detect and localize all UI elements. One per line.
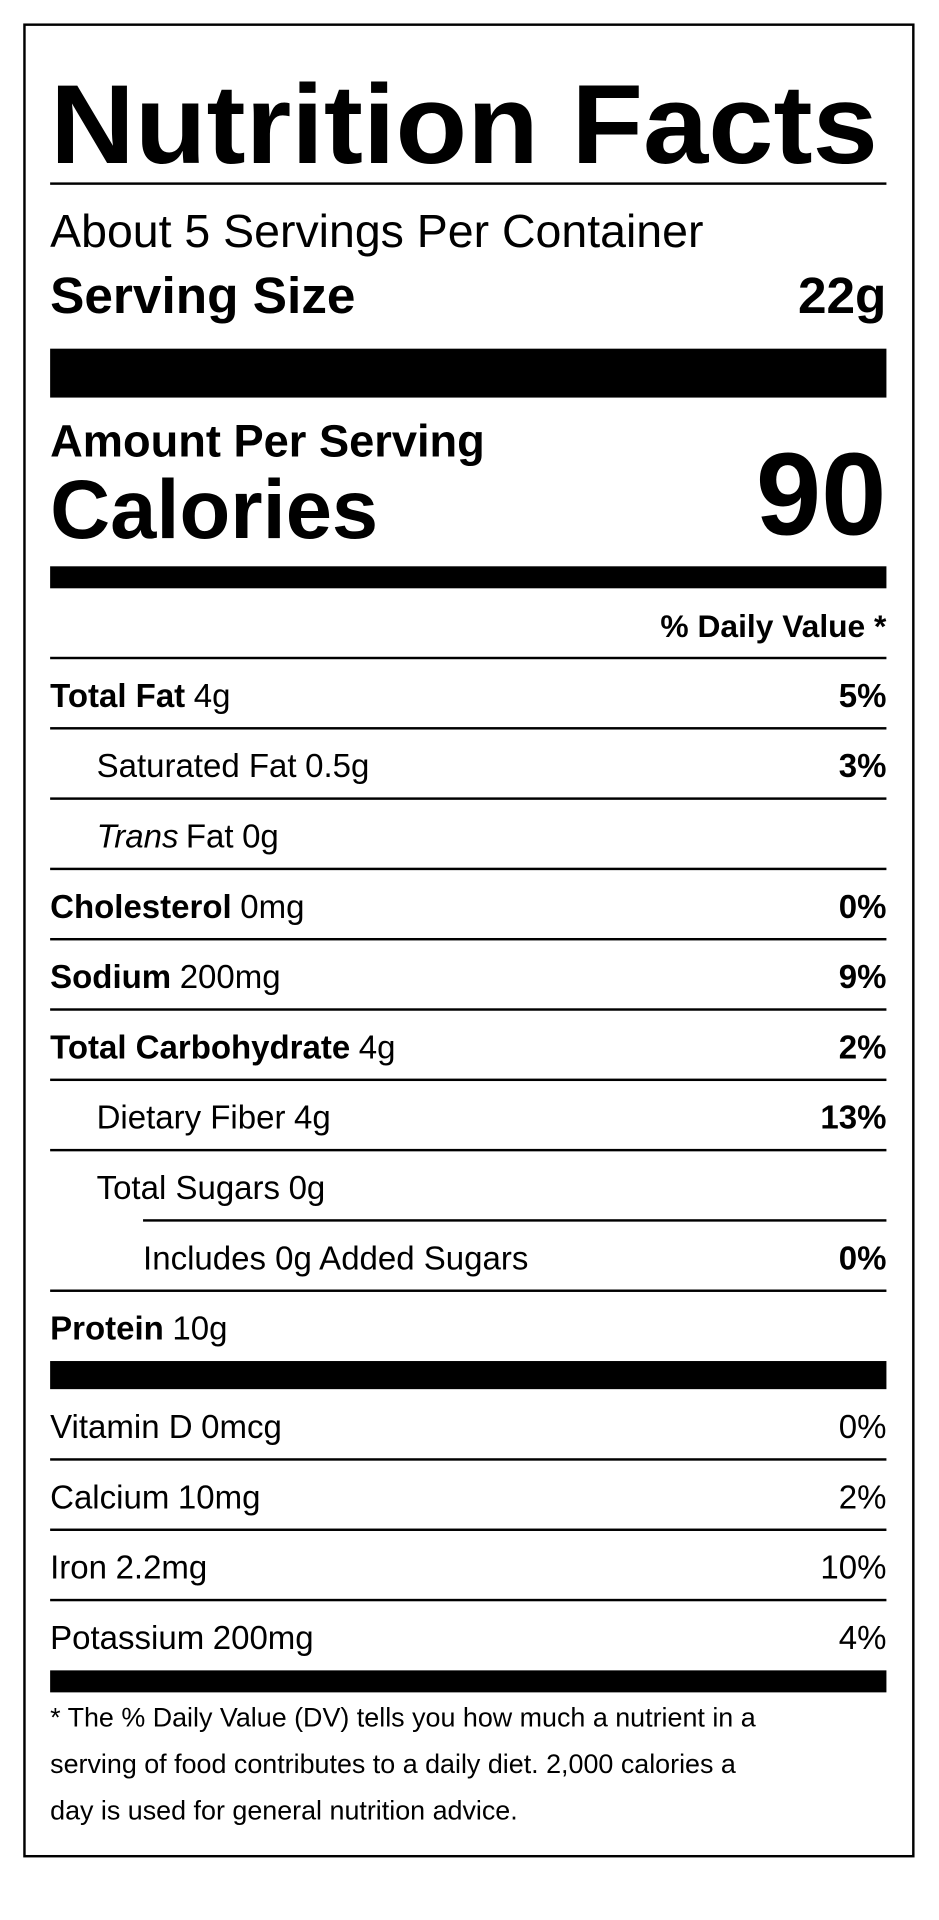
rule <box>50 1598 887 1602</box>
nutrient-amount: 0.5g <box>305 747 369 784</box>
nutrient-amount: 0g <box>289 1169 326 1206</box>
nutrient-row: Cholesterol 0mg <box>50 888 304 925</box>
rule <box>50 182 887 185</box>
nutrient-name-prefix: Trans <box>97 818 179 855</box>
nutrient-row: Total Carbohydrate 4g <box>50 1028 395 1065</box>
daily-value: 0% <box>839 1239 887 1276</box>
thick-bar <box>50 348 887 398</box>
rule <box>50 1528 887 1531</box>
nutrient-amount: 10g <box>172 1310 227 1347</box>
nutrient-name: Saturated Fat <box>97 747 297 784</box>
vitamin-row: Vitamin D 0mcg <box>50 1408 282 1445</box>
nutrient-amount: 4g <box>294 1099 331 1136</box>
nutrient-amount: 4g <box>194 677 231 714</box>
thick-bar <box>50 1361 887 1390</box>
daily-value: 0% <box>839 888 887 925</box>
vitamin-row: Iron 2.2mg <box>50 1549 207 1586</box>
nutrient-row: Includes 0g Added Sugars <box>143 1239 528 1276</box>
vitamin-amount: 0mcg <box>201 1408 282 1445</box>
rule <box>50 1458 887 1461</box>
nutrient-row: Total Sugars 0g <box>97 1169 326 1206</box>
vitamin-amount: 10mg <box>178 1478 261 1515</box>
nutrient-name: Protein <box>50 1310 164 1347</box>
rule <box>50 727 887 730</box>
rule <box>143 1219 887 1222</box>
vitamin-amount: 2.2mg <box>116 1549 208 1586</box>
thick-bar <box>50 566 887 589</box>
daily-value: 3% <box>839 747 887 784</box>
nutrient-name: Total Sugars <box>97 1169 280 1206</box>
footnote-line: * The % Daily Value (DV) tells you how m… <box>50 1703 756 1733</box>
nutrient-row: Protein 10g <box>50 1310 227 1347</box>
nutrient-row: Dietary Fiber 4g <box>97 1099 331 1136</box>
daily-value: 9% <box>839 958 887 995</box>
serving-size-label: Serving Size <box>50 267 355 324</box>
label-border <box>23 23 915 1858</box>
vitamin-amount: 200mg <box>213 1619 314 1656</box>
nutrient-amount: 0mg <box>240 888 304 925</box>
calories-value: 90 <box>756 429 887 560</box>
nutrient-row: Trans Fat 0g <box>97 818 279 855</box>
calories-label: Calories <box>50 463 378 556</box>
rule <box>50 656 887 660</box>
vitamin-name: Vitamin D <box>50 1408 192 1445</box>
thick-bar <box>50 1670 887 1693</box>
rule <box>50 1008 887 1011</box>
daily-value-header: % Daily Value * <box>660 608 887 644</box>
nutrient-name: Fat <box>186 818 234 855</box>
daily-value: 13% <box>820 1099 886 1136</box>
rule <box>50 797 887 800</box>
nutrient-name: Sodium <box>50 958 171 995</box>
daily-value: 4% <box>839 1619 887 1656</box>
daily-value: 0% <box>839 1408 887 1445</box>
rule <box>50 1148 887 1152</box>
footnote-line: serving of food contributes to a daily d… <box>50 1749 736 1779</box>
nutrient-name: Total Carbohydrate <box>50 1028 350 1065</box>
nutrient-name: Total Fat <box>50 677 185 714</box>
amount-per-serving: Amount Per Serving <box>50 415 485 466</box>
vitamin-row: Calcium 10mg <box>50 1478 260 1515</box>
vitamin-name: Calcium <box>50 1478 169 1515</box>
vitamin-name: Iron <box>50 1549 107 1586</box>
nutrient-amount: 0g <box>242 818 279 855</box>
serving-size-value: 22g <box>798 267 886 324</box>
nutrient-row: Sodium 200mg <box>50 958 280 995</box>
nutrient-name: Dietary Fiber <box>97 1099 286 1136</box>
nutrient-amount: 4g <box>359 1028 396 1065</box>
rule <box>50 937 887 941</box>
daily-value: 2% <box>839 1028 887 1065</box>
vitamin-row: Potassium 200mg <box>50 1619 314 1656</box>
daily-value: 10% <box>820 1549 886 1586</box>
vitamin-name: Potassium <box>50 1619 204 1656</box>
rule <box>50 867 887 871</box>
footnote-line: day is used for general nutrition advice… <box>50 1796 518 1826</box>
rule <box>50 1078 887 1082</box>
daily-value: 5% <box>839 677 887 714</box>
nutrient-name: Includes 0g Added Sugars <box>143 1239 528 1276</box>
servings: About 5 Servings Per Container <box>50 205 703 257</box>
rule <box>50 1289 887 1292</box>
daily-value: 2% <box>839 1478 887 1515</box>
title: Nutrition Facts <box>50 61 878 187</box>
nutrient-name: Cholesterol <box>50 888 232 925</box>
nutrient-row: Total Fat 4g <box>50 677 230 714</box>
nutrient-row: Saturated Fat 0.5g <box>97 747 370 784</box>
nutrient-amount: 200mg <box>180 958 281 995</box>
